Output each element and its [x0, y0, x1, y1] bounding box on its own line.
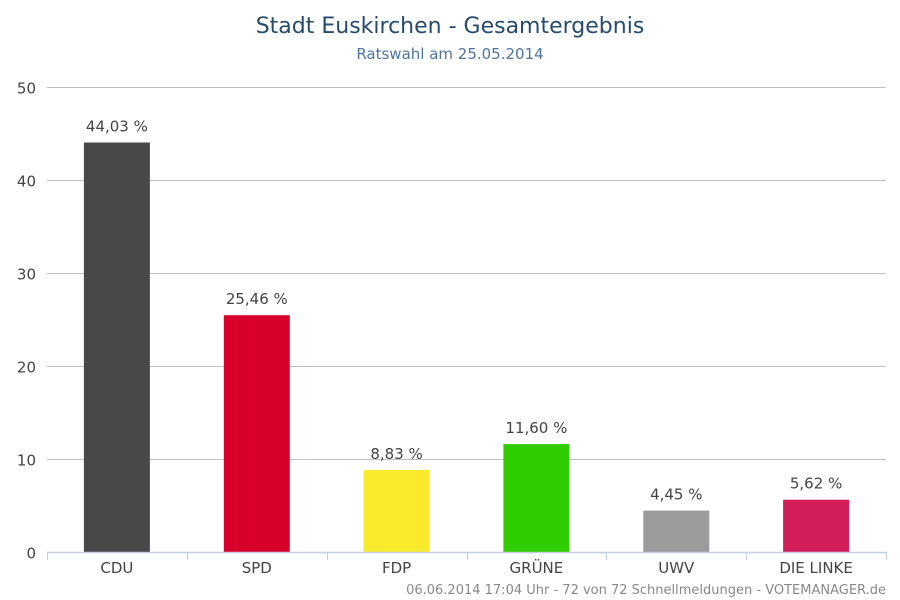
bar-spd[interactable] — [223, 315, 290, 552]
chart-subtitle: Ratswahl am 25.05.2014 — [356, 45, 544, 63]
bar-die-linke[interactable] — [783, 499, 850, 552]
data-label: 11,60 % — [505, 419, 567, 437]
x-axis: CDU SPD FDP GRÜNE UWV DIE LINKE — [47, 551, 887, 577]
bar-cdu[interactable] — [83, 142, 150, 553]
x-tick-label: GRÜNE — [510, 558, 564, 577]
y-tick-label: 40 — [17, 173, 36, 191]
y-tick-label: 10 — [17, 452, 36, 470]
bar-fdp[interactable] — [363, 469, 430, 552]
grid-lines — [47, 87, 886, 460]
y-axis-ticks: 0 10 20 30 40 50 — [17, 80, 36, 563]
x-tick-label: CDU — [100, 559, 133, 577]
data-label: 5,62 % — [790, 475, 842, 493]
chart-title: Stadt Euskirchen - Gesamtergebnis — [255, 14, 645, 39]
y-tick-label: 30 — [17, 266, 36, 284]
x-tick-label: DIE LINKE — [779, 559, 853, 577]
data-label: 44,03 % — [86, 118, 148, 136]
data-label: 8,83 % — [370, 445, 422, 463]
data-labels: 44,03 % 25,46 % 8,83 % 11,60 % 4,45 % 5,62 % — [86, 118, 842, 504]
bars — [83, 142, 850, 553]
y-tick-label: 50 — [17, 80, 36, 98]
chart-footer: 06.06.2014 17:04 Uhr - 72 von 72 Schnell… — [406, 583, 886, 598]
x-tick-label: SPD — [242, 559, 272, 577]
x-tick-label: UWV — [658, 559, 695, 577]
data-label: 4,45 % — [650, 486, 702, 504]
data-label: 25,46 % — [226, 290, 288, 308]
bar-gr-ne[interactable] — [503, 444, 570, 552]
y-tick-label: 20 — [17, 359, 36, 377]
x-tick-label: FDP — [382, 559, 411, 577]
bar-uwv[interactable] — [643, 510, 710, 552]
y-tick-label: 0 — [26, 545, 36, 563]
